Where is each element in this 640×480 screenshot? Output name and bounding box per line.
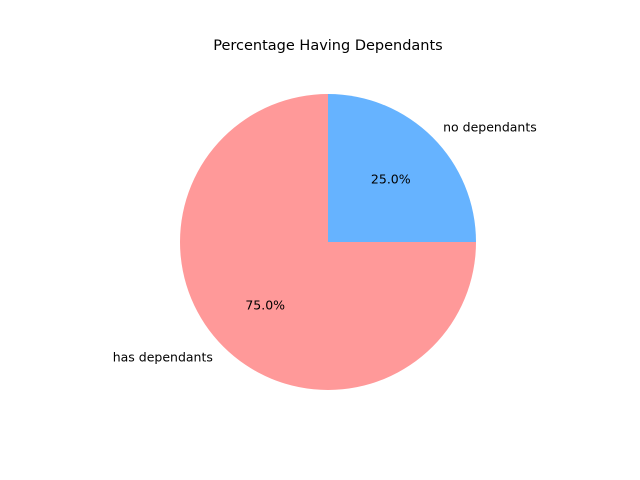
pie-slice-no-dependants <box>328 94 476 242</box>
slice-percent-has-dependants: 75.0% <box>245 297 285 312</box>
chart-title: Percentage Having Dependants <box>213 38 443 54</box>
slice-label-has-dependants: has dependants <box>113 350 213 365</box>
pie-slices <box>180 94 476 390</box>
pie-labels: no dependants 25.0% has dependants 75.0% <box>113 119 537 364</box>
pie-slice-has-dependants <box>180 94 476 390</box>
slice-label-no-dependants: no dependants <box>443 119 537 134</box>
slice-percent-no-dependants: 25.0% <box>371 172 411 187</box>
